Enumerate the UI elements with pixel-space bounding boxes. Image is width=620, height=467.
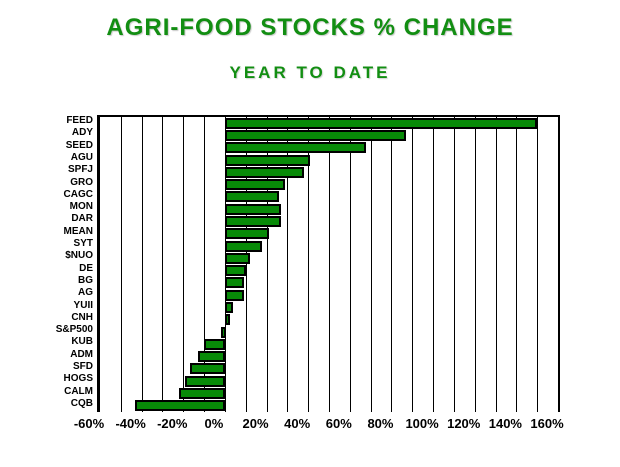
y-axis-label: AG: [78, 287, 93, 299]
y-axis-label: DAR: [71, 213, 93, 225]
x-axis-label: 120%: [447, 416, 481, 431]
y-axis-label: CAGC: [63, 188, 93, 200]
gridline: [183, 117, 185, 412]
bar-cagc: [224, 191, 280, 203]
gridline: [453, 117, 455, 412]
y-axis-label: SPFJ: [67, 164, 93, 176]
bar-dar: [224, 215, 282, 227]
x-axis-label: -20%: [157, 416, 188, 431]
y-axis-label: MON: [69, 201, 93, 213]
gridline: [141, 117, 143, 412]
bar-seed: [224, 142, 367, 154]
x-axis-label: 0%: [204, 416, 224, 431]
gridline: [370, 117, 372, 412]
x-axis-label: 160%: [530, 416, 564, 431]
x-axis-label: -40%: [115, 416, 146, 431]
bar-agu: [224, 154, 311, 166]
bar-de: [224, 265, 246, 277]
chart-subtitle: YEAR TO DATE: [229, 63, 391, 82]
bar-ag: [224, 289, 244, 301]
y-axis-label: CQB: [70, 397, 93, 409]
y-axis-label: S&P500: [55, 324, 93, 336]
gridline: [329, 117, 330, 412]
y-axis-label: SEED: [65, 139, 93, 151]
bar-cqb: [135, 400, 225, 412]
bar-adm: [197, 351, 225, 363]
gridline: [204, 117, 206, 412]
y-axis-label: SFD: [73, 360, 93, 372]
y-axis-label: MEAN: [63, 225, 93, 237]
bar-yuii: [224, 302, 234, 314]
y-axis-label: YUII: [73, 299, 93, 311]
bar-cnh: [224, 314, 230, 326]
bar-bg: [224, 277, 244, 289]
gridline: [433, 117, 435, 412]
gridline: [162, 117, 164, 412]
gridline: [120, 117, 122, 412]
bar-feed: [224, 117, 538, 129]
x-axis-label: -60%: [73, 416, 105, 431]
bar-syt: [224, 240, 263, 252]
y-axis-label: ADM: [70, 348, 93, 360]
bar-sp500: [220, 326, 226, 338]
bar-calm: [179, 388, 225, 400]
gridline: [495, 117, 497, 412]
bar-spfj: [224, 166, 304, 178]
y-axis-label: CALM: [64, 385, 93, 397]
bar-ady: [224, 129, 407, 141]
bar-gro: [224, 179, 286, 191]
y-axis-label: ADY: [71, 127, 93, 139]
y-axis-label: AGU: [70, 152, 93, 164]
gridline: [516, 117, 518, 412]
x-axis-label: 100%: [405, 416, 439, 431]
y-axis-label: SYT: [73, 238, 93, 250]
y-axis-label: HOGS: [63, 373, 93, 385]
x-axis-label: 20%: [242, 416, 269, 431]
bar-mon: [224, 203, 282, 215]
gridline: [391, 117, 393, 412]
gridline: [308, 117, 310, 412]
plot-area: [97, 115, 560, 412]
bar-nuo: [224, 252, 250, 264]
bar-sfd: [189, 363, 225, 375]
gridline: [224, 117, 226, 412]
x-axis-label: 80%: [367, 416, 394, 431]
gridline: [287, 117, 289, 412]
x-axis-label: 60%: [325, 416, 352, 431]
bar-kub: [204, 338, 225, 350]
y-axis-label: GRO: [70, 176, 93, 188]
y-axis-label: FEED: [66, 115, 93, 127]
y-axis-label: DE: [79, 262, 93, 274]
x-axis-label: 40%: [284, 416, 311, 431]
gridline: [412, 117, 414, 412]
y-axis-label: CNH: [71, 311, 93, 323]
gridline: [245, 117, 247, 412]
y-axis-label: $NUO: [65, 250, 93, 262]
gridline: [537, 117, 539, 412]
x-axis-label: 140%: [488, 416, 522, 431]
gridline: [266, 117, 268, 412]
bar-mean: [224, 228, 269, 240]
gridline: [349, 117, 351, 412]
page-title: AGRI-FOOD STOCKS % CHANGE: [106, 14, 514, 41]
bar-hogs: [185, 375, 225, 387]
gridline: [474, 117, 476, 412]
y-axis-label: KUB: [71, 336, 93, 348]
y-axis-label: BG: [78, 274, 93, 286]
